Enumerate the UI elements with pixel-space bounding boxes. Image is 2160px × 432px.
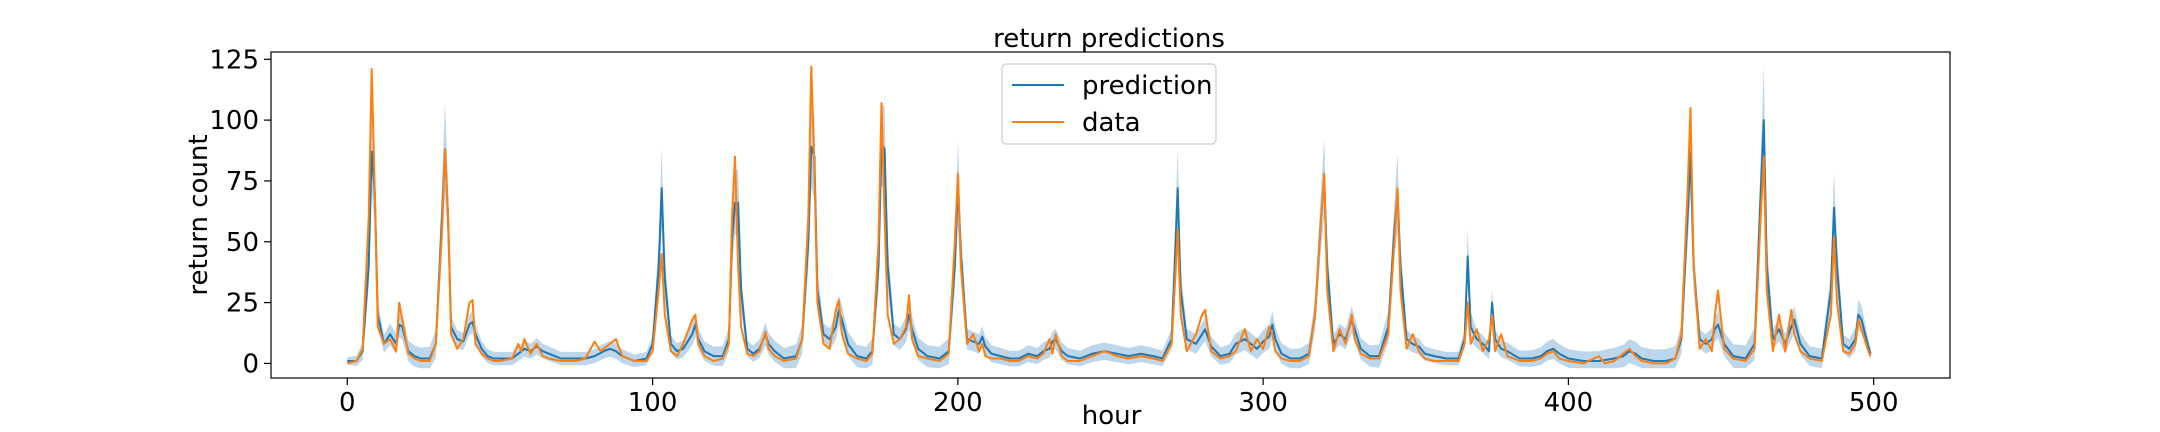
plot-area [347, 65, 1872, 369]
legend: prediction data [1001, 63, 1217, 145]
y-axis: 0 25 50 75 100 125 [209, 45, 271, 379]
series-line-data [347, 65, 1872, 365]
y-tick-label: 50 [226, 228, 259, 258]
x-axis-label: hour [1082, 401, 1142, 431]
y-tick-label: 100 [209, 106, 259, 136]
y-tick-label: 0 [242, 349, 259, 379]
y-axis-label: return count [184, 134, 214, 295]
y-tick-label: 25 [226, 289, 259, 319]
x-tick-label: 100 [628, 388, 678, 418]
x-tick-label: 300 [1238, 388, 1288, 418]
y-tick-label: 125 [209, 45, 259, 75]
y-tick-label: 75 [226, 167, 259, 197]
prediction-confidence-band [347, 66, 1871, 369]
legend-label-prediction: prediction [1082, 71, 1212, 101]
x-tick-label: 500 [1849, 388, 1899, 418]
x-tick-label: 0 [339, 388, 356, 418]
plot-frame [270, 51, 1951, 379]
legend-label-data: data [1082, 108, 1141, 138]
chart-title: return predictions [993, 24, 1225, 54]
series-line-prediction [347, 119, 1872, 362]
x-tick-label: 200 [933, 388, 983, 418]
x-axis: 0 100 200 300 400 500 [339, 378, 1899, 418]
x-tick-label: 400 [1544, 388, 1594, 418]
